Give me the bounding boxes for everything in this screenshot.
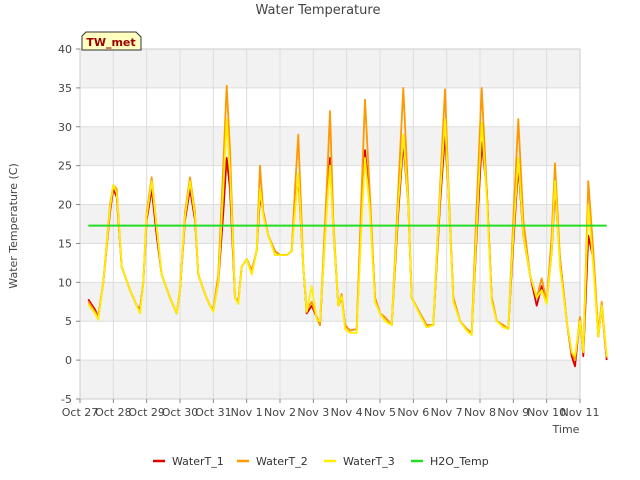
y-tick-label: 25	[58, 160, 72, 173]
grid-band	[80, 282, 580, 322]
legend-label: WaterT_2	[256, 455, 308, 468]
x-tick-label: Nov 4	[331, 406, 363, 419]
x-tick-label: Nov 9	[497, 406, 529, 419]
legend-item: H2O_Temp	[411, 455, 489, 468]
legend-item: WaterT_2	[237, 455, 308, 468]
x-tick-label: Oct 27	[62, 406, 99, 419]
y-tick-label: 15	[58, 237, 72, 250]
x-tick-label: Nov 10	[527, 406, 566, 419]
x-tick-label: Nov 1	[231, 406, 263, 419]
y-axis-label: Water Temperature (C)	[7, 163, 20, 288]
legend-label: WaterT_1	[172, 455, 224, 468]
grid-band	[80, 360, 580, 399]
y-tick-label: 40	[58, 43, 72, 56]
legend-label: H2O_Temp	[430, 455, 489, 468]
y-tick-label: 10	[58, 276, 72, 289]
x-tick-label: Nov 11	[561, 406, 600, 419]
y-tick-label: 30	[58, 121, 72, 134]
x-tick-label: Nov 6	[397, 406, 429, 419]
x-tick-label: Nov 7	[431, 406, 463, 419]
series-layer	[87, 84, 608, 368]
x-tick-label: Nov 8	[464, 406, 496, 419]
x-tick-label: Oct 29	[128, 406, 165, 419]
grid-band	[80, 204, 580, 244]
x-tick-label: Oct 31	[195, 406, 232, 419]
site-label-box: TW_met	[81, 31, 142, 51]
x-tick-label: Nov 2	[264, 406, 296, 419]
x-tick-label: Nov 3	[297, 406, 329, 419]
legend-item: WaterT_1	[153, 455, 224, 468]
y-tick-label: 0	[65, 354, 72, 367]
x-tick-label: Oct 30	[162, 406, 199, 419]
site-label: TW_met	[86, 36, 135, 49]
y-tick-label: 20	[58, 199, 72, 212]
series-line-watert-3	[87, 118, 608, 358]
grid-band	[80, 49, 580, 88]
x-tick-label: Oct 28	[95, 406, 132, 419]
legend: WaterT_1 WaterT_2 WaterT_3 H2O_Temp	[153, 455, 489, 468]
legend-item: WaterT_3	[324, 455, 395, 468]
x-tick-label: Nov 5	[364, 406, 396, 419]
y-tick-label: -5	[61, 393, 72, 406]
plot-frame	[79, 48, 581, 400]
y-tick-label: 35	[58, 82, 72, 95]
legend-label: WaterT_3	[343, 455, 395, 468]
chart-title: Water Temperature	[256, 3, 381, 18]
x-axis-label: Time	[552, 423, 580, 436]
y-axis: -5 0 5 10 15 20 25 30 35 40	[58, 43, 80, 406]
y-tick-label: 5	[65, 315, 72, 328]
